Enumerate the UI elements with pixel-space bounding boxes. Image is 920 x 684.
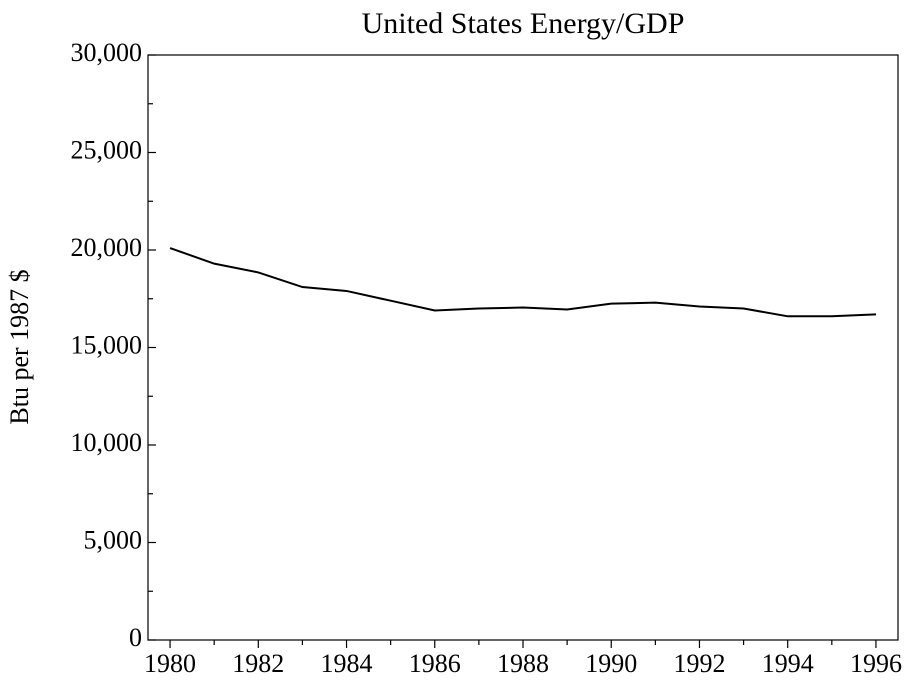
x-tick-label: 1986 [409,649,461,678]
y-tick-label: 0 [129,623,142,652]
x-tick-label: 1996 [850,649,902,678]
x-tick-label: 1990 [585,649,637,678]
data-line [169,247,876,318]
x-tick-label: 1992 [673,649,725,678]
y-axis-label: Btu per 1987 $ [5,269,34,424]
y-tick-label: 30,000 [71,38,143,67]
x-tick-label: 1988 [497,649,549,678]
y-tick-label: 10,000 [71,428,143,457]
chart-title: United States Energy/GDP [362,7,685,40]
x-tick-label: 1994 [762,649,814,678]
x-tick-label: 1980 [144,649,196,678]
x-tick-label: 1984 [321,649,373,678]
y-tick-label: 15,000 [71,330,143,359]
x-tick-label: 1982 [232,649,284,678]
y-tick-label: 25,000 [71,135,143,164]
plot-frame [147,54,899,641]
y-tick-label: 5,000 [84,525,143,554]
y-tick-label: 20,000 [71,233,143,262]
